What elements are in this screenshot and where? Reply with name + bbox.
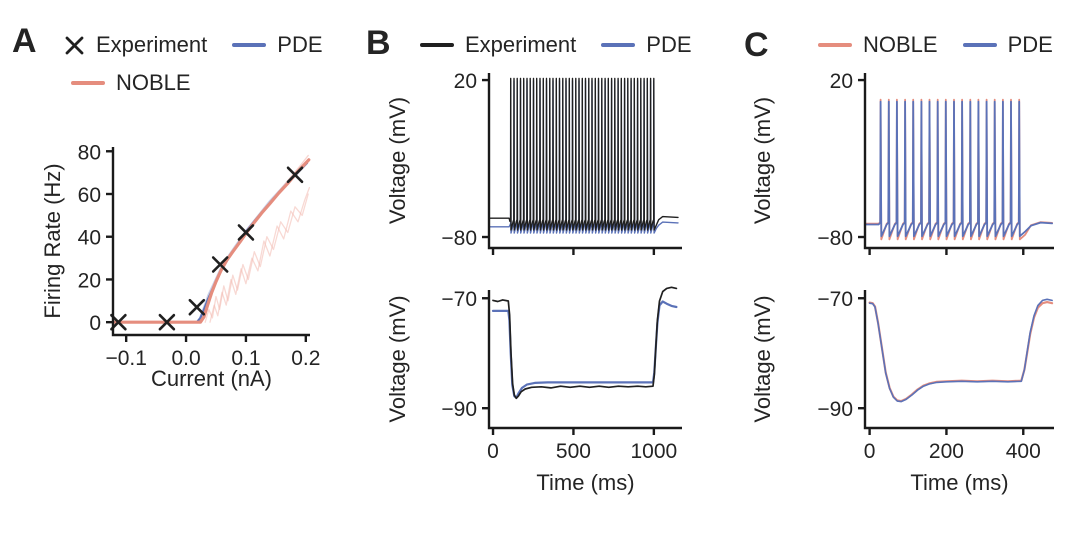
legend-label-noble: NOBLE — [863, 32, 938, 57]
svg-text:−90: −90 — [441, 398, 477, 421]
svg-text:−90: −90 — [817, 398, 853, 421]
noble-line-swatch — [818, 43, 852, 47]
svg-text:0: 0 — [864, 440, 876, 463]
svg-text:Firing Rate (Hz): Firing Rate (Hz) — [40, 163, 65, 318]
panel-b-label: B — [366, 24, 391, 62]
legend-label-pde: PDE — [646, 32, 692, 57]
b-spiking-voltage-chart: 20 −80 Voltage (mV) — [385, 70, 682, 255]
legend-a-row2: NOBLE — [71, 70, 191, 96]
svg-text:Time (ms): Time (ms) — [536, 470, 634, 495]
svg-text:0.1: 0.1 — [231, 347, 260, 370]
svg-text:−70: −70 — [817, 288, 853, 311]
svg-text:Voltage (mV): Voltage (mV) — [750, 97, 775, 224]
panel-c-label: C — [744, 26, 769, 64]
svg-text:Voltage (mV): Voltage (mV) — [385, 97, 410, 224]
legend-label-pde: PDE — [1007, 32, 1053, 57]
legend-label-pde: PDE — [277, 32, 323, 57]
svg-text:20: 20 — [78, 269, 101, 292]
c-sag-voltage-chart: 0 200 400 −70 −90 Time (ms) Voltage (mV) — [750, 288, 1054, 495]
svg-text:−80: −80 — [441, 227, 477, 250]
svg-text:20: 20 — [454, 70, 477, 93]
svg-text:60: 60 — [78, 184, 101, 207]
legend-b: Experiment PDE — [420, 32, 692, 58]
svg-text:20: 20 — [830, 70, 853, 93]
svg-text:400: 400 — [1006, 440, 1041, 463]
svg-text:200: 200 — [929, 440, 964, 463]
legend-a-row1: Experiment PDE — [64, 32, 323, 58]
b-sag-voltage-chart: 0 500 1000 −70 −90 Time (ms) Voltage (mV) — [385, 286, 682, 495]
panel-a-label: A — [12, 22, 37, 60]
pde-line-swatch — [601, 43, 636, 47]
fi-curve-chart: −0.1 0.0 0.1 0.2 0 20 40 60 80 Current (nA) Firing… — [40, 141, 320, 391]
svg-text:−70: −70 — [441, 288, 477, 311]
svg-text:Voltage (mV): Voltage (mV) — [750, 295, 775, 422]
pde-line-swatch — [232, 43, 267, 47]
svg-text:−80: −80 — [817, 227, 853, 250]
legend-c: NOBLE PDE — [818, 32, 1053, 58]
svg-text:40: 40 — [78, 227, 101, 250]
noble-line-swatch — [71, 81, 105, 85]
c-spiking-voltage-chart: 20 −80 Voltage (mV) — [750, 70, 1054, 255]
legend-label-experiment: Experiment — [96, 32, 208, 57]
pde-line-swatch — [962, 43, 997, 47]
svg-text:0.0: 0.0 — [171, 347, 200, 370]
svg-text:1000: 1000 — [630, 440, 677, 463]
svg-text:500: 500 — [556, 440, 591, 463]
svg-text:0.2: 0.2 — [291, 347, 320, 370]
svg-text:Time (ms): Time (ms) — [910, 470, 1008, 495]
svg-text:80: 80 — [78, 141, 101, 164]
svg-text:Voltage (mV): Voltage (mV) — [385, 295, 410, 422]
svg-text:Current (nA): Current (nA) — [151, 366, 272, 391]
legend-label-noble: NOBLE — [116, 70, 191, 95]
experiment-line-swatch — [420, 43, 454, 47]
svg-text:−0.1: −0.1 — [105, 347, 146, 370]
legend-label-experiment: Experiment — [465, 32, 577, 57]
svg-text:0: 0 — [487, 440, 499, 463]
svg-text:0: 0 — [89, 312, 101, 335]
x-marker-icon — [64, 35, 85, 56]
